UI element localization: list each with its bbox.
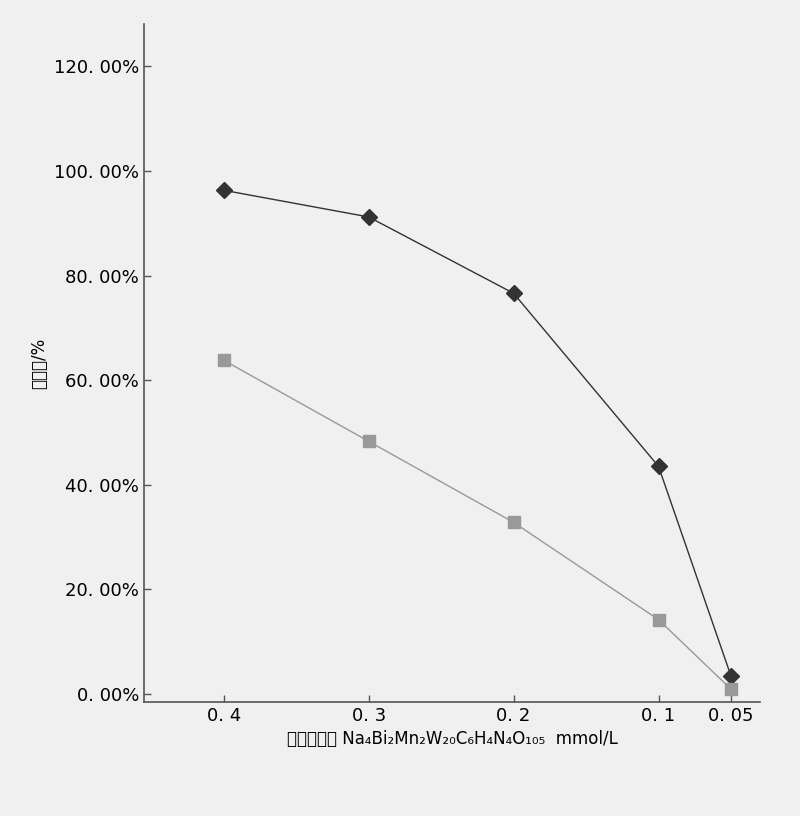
Y-axis label: 抑制率/%: 抑制率/% (30, 338, 48, 388)
X-axis label: 抗癌化合物 Na₄Bi₂Mn₂W₂₀C₆H₄N₄O₁₀₅  mmol/L: 抗癌化合物 Na₄Bi₂Mn₂W₂₀C₆H₄N₄O₁₀₅ mmol/L (286, 730, 618, 748)
